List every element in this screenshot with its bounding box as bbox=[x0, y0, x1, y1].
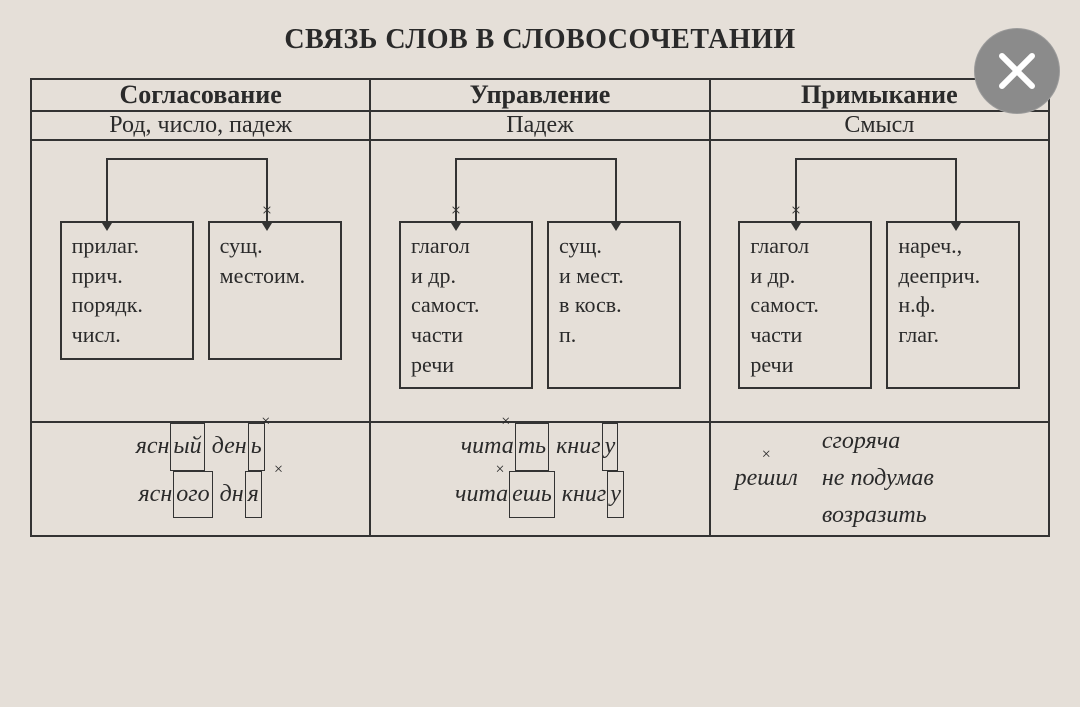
x-mark-0: × bbox=[262, 200, 272, 220]
subheader-row: Род, число, падеж Падеж Смысл bbox=[31, 111, 1049, 140]
x-mark-example-2: × bbox=[762, 440, 771, 470]
right-box-2: нареч., дееприч. н.ф. глаг. bbox=[886, 221, 1020, 389]
diagram-cell-1: × глагол и др. самост. части речи сущ. и… bbox=[370, 140, 709, 422]
arrow-diagram-2: × bbox=[711, 141, 1051, 236]
right-box-0: сущ. местоим. bbox=[208, 221, 342, 360]
col-header-1: Управление bbox=[370, 79, 709, 111]
arrow-diagram-0: × bbox=[32, 141, 372, 236]
x-mark-2: × bbox=[791, 200, 801, 220]
main-table: Согласование Управление Примыкание Род, … bbox=[30, 78, 1050, 537]
example-right-1: не подумав bbox=[822, 460, 934, 497]
diagram-cell-0: × прилаг. прич. порядк. числ. сущ. место… bbox=[31, 140, 370, 422]
col-sub-1: Падеж bbox=[370, 111, 709, 140]
right-box-1: сущ. и мест. в косв. п. bbox=[547, 221, 681, 389]
close-icon bbox=[994, 48, 1040, 94]
diagram-row: × прилаг. прич. порядк. числ. сущ. место… bbox=[31, 140, 1049, 422]
examples-cell-0: × ясный день × ясного дня bbox=[31, 422, 370, 536]
close-button[interactable] bbox=[974, 28, 1060, 114]
left-box-0: прилаг. прич. порядк. числ. bbox=[60, 221, 194, 360]
examples-cell-1: × читать книгу × читаешь книгу bbox=[370, 422, 709, 536]
left-box-2: глагол и др. самост. части речи bbox=[738, 221, 872, 389]
page-title: СВЯЗЬ СЛОВ В СЛОВОСОЧЕТАНИИ bbox=[30, 24, 1050, 56]
examples-cell-2: × решил сгоряча не подумав возразить bbox=[710, 422, 1049, 536]
x-mark-1: × bbox=[451, 200, 461, 220]
example-right-0: сгоряча bbox=[822, 423, 934, 460]
example-right-2: возразить bbox=[822, 497, 934, 534]
col-sub-2: Смысл bbox=[710, 111, 1049, 140]
header-row: Согласование Управление Примыкание bbox=[31, 79, 1049, 111]
left-box-1: глагол и др. самост. части речи bbox=[399, 221, 533, 389]
col-header-0: Согласование bbox=[31, 79, 370, 111]
col-sub-0: Род, число, падеж bbox=[31, 111, 370, 140]
diagram-cell-2: × глагол и др. самост. части речи нареч.… bbox=[710, 140, 1049, 422]
arrow-diagram-1: × bbox=[371, 141, 711, 236]
examples-row: × ясный день × ясного дня × читать книгу bbox=[31, 422, 1049, 536]
